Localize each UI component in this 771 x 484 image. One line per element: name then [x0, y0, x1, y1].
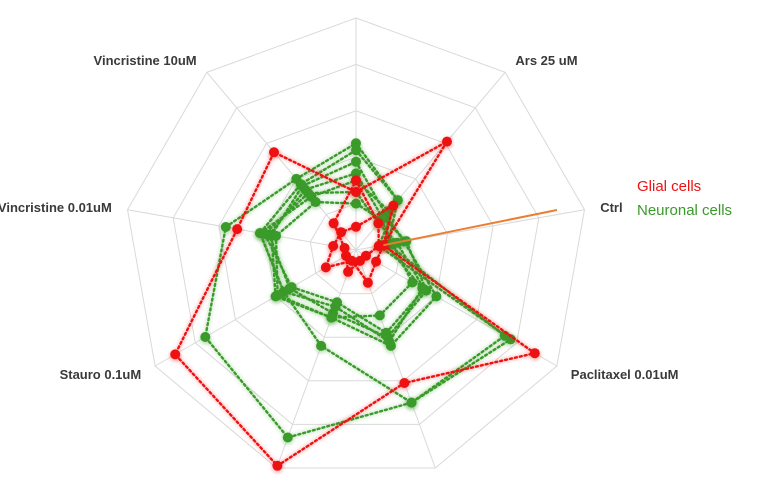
data-point-5 — [316, 340, 327, 351]
data-point-1 — [388, 200, 399, 211]
data-point-6 — [170, 349, 181, 360]
axis-label-7: Vincristine 0.01uM — [0, 200, 112, 215]
grid-ring — [172, 63, 540, 425]
data-point-5 — [347, 255, 357, 266]
data-point-5 — [272, 460, 283, 471]
data-point-6 — [200, 332, 211, 342]
spoke-line — [276, 249, 357, 469]
data-point-0 — [351, 175, 361, 186]
data-point-8 — [310, 197, 321, 207]
legend-neuronal-label: Neuronal cells — [637, 202, 732, 219]
data-point-6 — [286, 282, 297, 293]
data-point-0 — [351, 156, 361, 167]
data-point-6 — [272, 290, 283, 301]
data-point-4 — [399, 378, 410, 388]
data-point-7 — [220, 222, 231, 232]
data-point-0 — [351, 221, 361, 232]
legend: Glial cells Neuronal cells — [637, 178, 732, 219]
data-point-5 — [326, 312, 337, 323]
annotation-line — [383, 209, 558, 247]
data-point-3 — [371, 256, 382, 267]
data-point-3 — [431, 291, 442, 302]
data-point-8 — [336, 227, 347, 238]
series-layer — [169, 134, 541, 474]
data-point-3 — [419, 284, 430, 295]
series-line — [173, 138, 538, 468]
legend-glial-label: Glial cells — [637, 178, 701, 195]
data-point-1 — [442, 136, 452, 147]
series-line — [324, 203, 396, 286]
data-point-7 — [259, 228, 270, 239]
axis-label-1: Ars 25 uM — [515, 53, 577, 68]
data-point-1 — [373, 218, 384, 229]
axis-label-6: Stauro 0.1uM — [60, 367, 142, 382]
data-point-5 — [343, 266, 354, 277]
data-point-7 — [328, 241, 339, 251]
data-point-8 — [328, 218, 339, 229]
data-point-3 — [407, 277, 418, 288]
data-point-5 — [282, 432, 293, 443]
data-point-0 — [351, 138, 361, 149]
radar-grid — [126, 17, 586, 469]
data-point-4 — [406, 397, 417, 408]
data-point-0 — [351, 168, 361, 179]
data-point-0 — [351, 198, 361, 209]
data-point-7 — [232, 224, 243, 235]
series-2 — [319, 200, 400, 291]
data-point-8 — [269, 147, 279, 158]
grid-ring — [218, 110, 494, 382]
data-point-5 — [332, 297, 342, 308]
data-point-4 — [374, 310, 385, 321]
ctrl-annotation — [383, 209, 558, 247]
data-point-4 — [381, 327, 392, 338]
data-point-0 — [351, 145, 361, 156]
data-point-7 — [339, 243, 350, 253]
data-point-8 — [303, 188, 314, 199]
grid-ring — [126, 17, 586, 469]
axis-label-8: Vincristine 10uM — [94, 53, 197, 68]
data-point-3 — [529, 348, 540, 359]
data-point-4 — [362, 277, 373, 288]
data-point-7 — [271, 230, 281, 241]
axis-label-2: Ctrl — [600, 200, 622, 215]
axis-label-0: Ars 1 uM — [329, 0, 384, 1]
data-point-6 — [320, 262, 331, 273]
axis-label-3: Paclitaxel 0.01uM — [571, 367, 679, 382]
